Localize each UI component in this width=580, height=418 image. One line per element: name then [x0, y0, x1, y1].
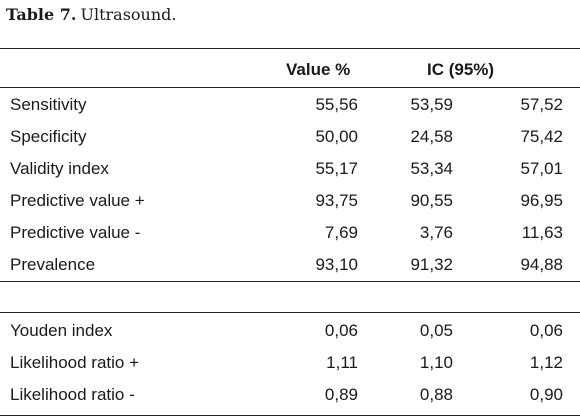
- row-label: Likelihood ratio -: [10, 385, 135, 404]
- row-label: Predictive value +: [10, 191, 145, 210]
- row-value: 93,75: [315, 191, 358, 210]
- row-ic-high: 0,90: [529, 385, 563, 404]
- row-ic-high: 0,06: [529, 321, 563, 340]
- table-row: Prevalence 93,10 91,32 94,88: [0, 253, 580, 277]
- table-bottom-rule: [0, 415, 580, 416]
- row-ic-high: 11,63: [521, 223, 563, 242]
- row-ic-low: 53,34: [410, 159, 453, 178]
- table-row: Predictive value - 7,69 3,76 11,63: [0, 221, 580, 245]
- row-ic-high: 96,95: [520, 191, 563, 210]
- row-value: 55,56: [315, 95, 358, 114]
- row-label: Specificity: [10, 127, 87, 146]
- row-ic-low: 0,05: [419, 321, 453, 340]
- group-separator-rule-2: [0, 312, 580, 313]
- row-value: 1,11: [326, 353, 358, 372]
- table-row: Validity index 55,17 53,34 57,01: [0, 157, 580, 181]
- table-row: Predictive value + 93,75 90,55 96,95: [0, 189, 580, 213]
- row-ic-high: 57,52: [520, 95, 563, 114]
- row-ic-low: 53,59: [410, 95, 453, 114]
- row-ic-high: 75,42: [520, 127, 563, 146]
- row-ic-high: 94,88: [520, 255, 563, 274]
- table-row: Sensitivity 55,56 53,59 57,52: [0, 93, 580, 117]
- table-row: Youden index 0,06 0,05 0,06: [0, 319, 580, 343]
- row-value: 55,17: [315, 159, 358, 178]
- row-ic-low: 90,55: [410, 191, 453, 210]
- row-value: 93,10: [315, 255, 358, 274]
- header-row: Value % IC (95%): [0, 58, 580, 82]
- row-label: Validity index: [10, 159, 109, 178]
- table-caption: Table 7. Ultrasound.: [6, 5, 176, 24]
- row-label: Predictive value -: [10, 223, 141, 242]
- row-ic-low: 1,10: [419, 353, 453, 372]
- row-ic-low: 24,58: [410, 127, 453, 146]
- row-ic-low: 0,88: [419, 385, 453, 404]
- row-label: Prevalence: [10, 255, 96, 274]
- row-ic-low: 91,32: [410, 255, 453, 274]
- header-rule: [0, 87, 580, 88]
- row-label: Likelihood ratio +: [10, 353, 140, 372]
- table-row: Specificity 50,00 24,58 75,42: [0, 125, 580, 149]
- header-value: Value %: [286, 60, 351, 79]
- group-separator-rule: [0, 281, 580, 282]
- row-ic-high: 57,01: [520, 159, 563, 178]
- table-number: Table 7.: [6, 5, 77, 24]
- row-value: 50,00: [315, 127, 358, 146]
- row-label: Sensitivity: [10, 95, 87, 114]
- row-ic-high: 1,12: [529, 353, 563, 372]
- row-value: 0,06: [324, 321, 358, 340]
- table-top-rule: [0, 48, 580, 49]
- row-value: 0,89: [324, 385, 358, 404]
- row-label: Youden index: [10, 321, 113, 340]
- row-ic-low: 3,76: [419, 223, 453, 242]
- header-ic: IC (95%): [427, 60, 495, 79]
- row-value: 7,69: [324, 223, 358, 242]
- table-row: Likelihood ratio - 0,89 0,88 0,90: [0, 383, 580, 407]
- table-row: Likelihood ratio + 1,11 1,10 1,12: [0, 351, 580, 375]
- table-title: Ultrasound.: [80, 5, 177, 24]
